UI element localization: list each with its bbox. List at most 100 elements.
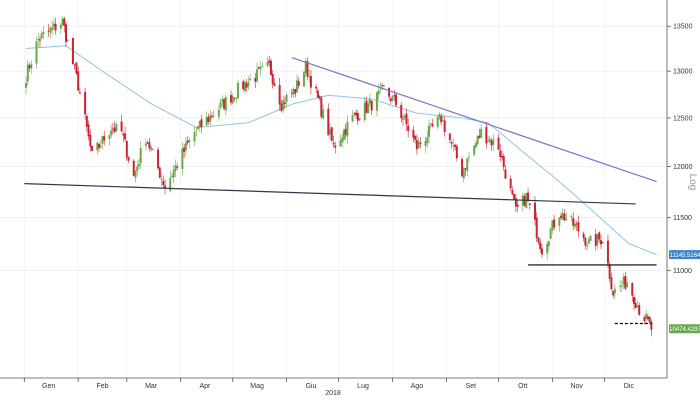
candle-body-up [25,82,28,88]
candle-body-up [292,88,295,95]
candle-body-down [210,115,213,118]
candle-body-down [632,296,635,305]
candle-body-up [570,216,573,218]
candle-body-down [516,204,519,208]
x-tick-label: Lug [357,383,369,390]
candle-body-down [440,116,443,123]
candle-body-up [219,102,222,108]
candle-body-up [42,32,45,35]
candle-body-down [122,133,125,136]
candle-body-up [476,135,479,145]
candle-body-up [198,120,201,128]
candle-body-down [577,222,580,232]
candle-body-down [537,237,540,243]
candle-body-down [91,145,94,151]
candle-body-up [221,99,224,102]
candle-body-up [256,69,259,82]
candle-body-down [290,92,293,94]
candle-body-up [645,314,648,319]
candle-body-up [363,102,366,120]
candle-body-up [197,126,200,129]
last-price-badge [669,324,700,334]
candle-body-down [638,305,641,315]
candle-body-up [622,276,625,285]
candle-body-up [181,148,184,169]
candle-body-up [136,166,139,171]
candle-body-down [500,155,503,158]
candle-body-down [124,133,127,140]
candle-body-up [151,148,154,150]
candle-body-up [134,170,137,178]
candle-body-down [365,100,368,113]
candle-body-up [236,82,239,99]
candle-body-up [589,236,592,241]
candle-body-up [549,228,552,239]
candle-body-down [242,81,245,90]
candle-body-down [183,147,186,152]
candle-body-down [75,62,78,74]
candle-body-down [316,90,319,98]
candle-body-up [59,24,62,29]
candle-body-up [285,94,288,102]
candle-body-down [146,142,149,144]
candle-body-up [224,96,227,111]
candle-body-down [535,217,538,238]
candle-body-down [113,127,116,133]
candle-body-up [462,168,465,179]
candle-body-down [65,24,68,42]
candle-body-up [368,99,371,104]
y-ticks-layer: 13500 13000 12500 12000 11500 11000 [667,24,693,275]
trendline-upper-resistance [291,56,657,183]
candle-body-down [254,78,257,82]
x-tick-label: Ott [518,383,527,390]
candle-body-down [490,140,493,146]
candle-body-up [247,81,250,87]
candle-body-up [467,156,470,158]
candle-body-up [342,130,345,140]
candle-body-up [346,121,349,137]
candle-body-down [443,120,446,132]
moving-average-layer [26,45,657,256]
candle-body-down [582,233,585,238]
y-tick-label: 11500 [673,215,692,222]
candle-body-down [332,142,335,145]
candle-body-up [546,243,549,254]
candle-body-down [478,135,481,138]
y-tick-label: 12000 [673,164,693,171]
candle-body-down [207,116,210,122]
candle-body-down [560,215,563,218]
candle-body-down [527,192,530,202]
candle-body-up [99,145,102,148]
candle-body-down [553,219,556,228]
candle-body-up [235,97,238,99]
candle-body-down [608,265,611,279]
candle-body-down [405,113,408,125]
candle-body-down [186,140,189,143]
last-price-badge-label: 10474.4297 [669,327,700,333]
candle-body-down [454,144,457,148]
candle-body-up [367,103,370,113]
x-tick-label: Feb [96,383,108,390]
candle-body-down [395,94,398,106]
candle-body-up [558,217,561,226]
candle-body-down [599,240,602,245]
candle-body-down [223,99,226,109]
candle-body-down [497,137,500,150]
candle-body-up [358,118,361,120]
candle-body-up [466,158,469,172]
candle-body-down [257,66,260,69]
candle-body-down [356,113,359,121]
candle-body-up [35,41,38,64]
candle-body-up [49,27,52,33]
candle-body-up [37,39,40,40]
candle-body-down [414,135,417,140]
candle-body-up [66,39,69,41]
candle-body-down [271,73,274,85]
candle-body-up [188,139,191,142]
candle-body-up [259,67,262,70]
candle-body-up [322,109,325,119]
candle-body-up [261,65,264,67]
candle-body-up [452,145,455,146]
candle-body-down [523,195,526,207]
